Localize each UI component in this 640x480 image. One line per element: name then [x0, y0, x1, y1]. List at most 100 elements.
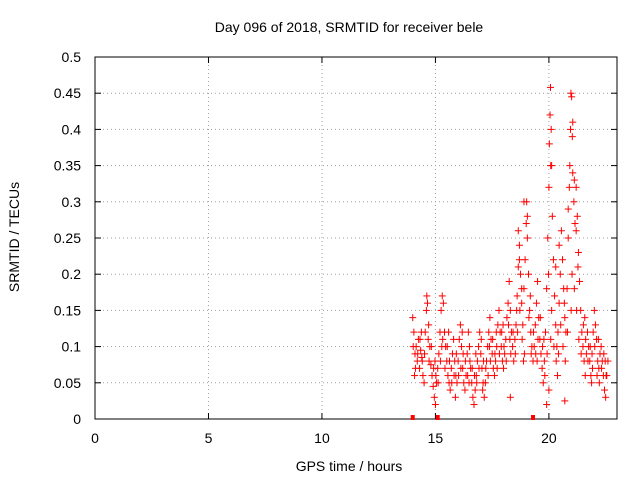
data-point [530, 343, 538, 351]
data-point [421, 350, 429, 358]
data-point [505, 277, 513, 285]
data-point [515, 241, 523, 249]
data-point [588, 350, 596, 358]
data-point [473, 357, 481, 365]
data-point [554, 328, 562, 336]
y-axis-label: SRMTID / TECUs [6, 182, 22, 292]
data-point [499, 321, 507, 329]
data-point [470, 401, 478, 409]
data-point [597, 343, 605, 351]
data-point [532, 299, 540, 307]
data-point [469, 393, 477, 401]
data-point [482, 364, 490, 372]
y-ticks: 0 0.05 0.1 0.15 0.2 0.25 0.3 0.35 0.4 0.45 0.5 [54, 49, 617, 427]
data-point [441, 364, 449, 372]
data-point [506, 393, 514, 401]
data-point [572, 183, 580, 191]
data-point [468, 364, 476, 372]
data-point [564, 205, 572, 213]
data-point [434, 379, 442, 387]
data-point [464, 328, 472, 336]
data-point [560, 299, 568, 307]
data-point [544, 270, 552, 278]
data-point [424, 335, 432, 343]
data-point [568, 270, 576, 278]
data-point [456, 321, 464, 329]
data-point [570, 176, 578, 184]
data-point [510, 357, 518, 365]
data-point [420, 379, 428, 387]
data-point [569, 118, 577, 126]
data-point [564, 234, 572, 242]
data-point [511, 350, 519, 358]
data-point [534, 335, 542, 343]
data-point [591, 343, 599, 351]
data-point [552, 263, 560, 271]
data-point [539, 343, 547, 351]
data-point [551, 292, 559, 300]
data-point [451, 393, 459, 401]
data-point [524, 270, 532, 278]
data-point [525, 314, 533, 322]
data-point [559, 343, 567, 351]
data-point [561, 357, 569, 365]
data-point [589, 328, 597, 336]
y-tick-label: 0.05 [54, 375, 81, 391]
data-point [509, 343, 517, 351]
data-point [543, 401, 551, 409]
data-point [470, 372, 478, 380]
data-point [476, 328, 484, 336]
data-point [547, 335, 555, 343]
data-point [458, 328, 466, 336]
data-point [431, 401, 439, 409]
data-point [541, 372, 549, 380]
data-point [430, 393, 438, 401]
data-point [518, 285, 526, 293]
data-point [446, 386, 454, 394]
data-point [538, 364, 546, 372]
data-point [422, 306, 430, 314]
data-point [573, 212, 581, 220]
data-point [547, 83, 555, 91]
axis-markers [410, 415, 536, 420]
data-point [566, 162, 574, 170]
data-point [486, 314, 494, 322]
data-point [464, 372, 472, 380]
data-point [427, 343, 435, 351]
data-point [540, 335, 548, 343]
data-point [479, 386, 487, 394]
data-point [561, 314, 569, 322]
data-point [574, 263, 582, 271]
data-point [518, 335, 526, 343]
y-tick-label: 0.15 [54, 302, 81, 318]
data-point [557, 321, 565, 329]
data-point [522, 220, 530, 228]
data-point [572, 227, 580, 235]
data-point [409, 314, 417, 322]
data-point [419, 372, 427, 380]
data-point [601, 357, 609, 365]
data-point [484, 372, 492, 380]
data-point [504, 299, 512, 307]
x-tick-label: 15 [428, 430, 444, 446]
data-point [602, 393, 610, 401]
data-point [439, 335, 447, 343]
x-axis-label: GPS time / hours [296, 458, 403, 474]
data-point [568, 133, 576, 141]
data-point [567, 89, 575, 97]
data-point [545, 386, 553, 394]
data-point [552, 357, 560, 365]
data-point [600, 350, 608, 358]
data-point [432, 372, 440, 380]
data-point [548, 306, 556, 314]
data-point [417, 328, 425, 336]
data-point [473, 379, 481, 387]
x-tick-label: 0 [91, 430, 99, 446]
data-point [437, 306, 445, 314]
data-point [492, 328, 500, 336]
data-point [445, 328, 453, 336]
data-point [555, 241, 563, 249]
data-point [533, 357, 541, 365]
data-point [410, 328, 418, 336]
